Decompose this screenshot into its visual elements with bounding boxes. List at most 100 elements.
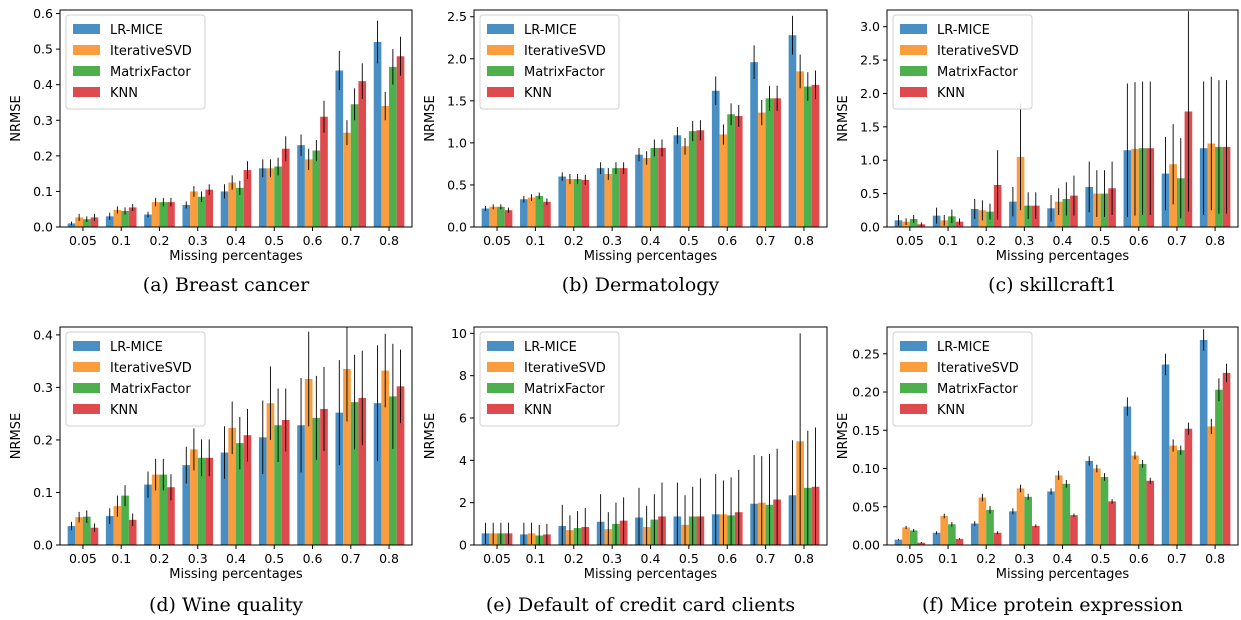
bar-lr-mice-0.8 [373,403,382,545]
bar-iterativesvd-0.2 [978,497,987,545]
legend-swatch-iterativesvd [487,362,514,372]
y-tick-label: 0.4 [33,327,53,342]
x-tick-label: 0.4 [1053,551,1073,566]
chart-panel-1: 0.0 0.1 0.2 0.3 0.4 0.5 0.6 0.05 0.1 0.2 0.3 0.4 0.5… [9,6,413,296]
legend-box [479,14,620,110]
legend-label-iterativesvd: IterativeSVD [110,44,192,59]
y-tick-label: 10 [451,326,467,341]
panel-caption: (c) skillcraft1 [988,274,1117,296]
y-tick-label: 0.1 [33,485,53,500]
legend-swatch-knn [900,87,927,97]
bar-knn-0.4 [243,170,252,227]
legend-label-knn: KNN [110,403,138,418]
legend-swatch-iterativesvd [900,362,927,372]
bar-knn-0.8 [1222,372,1231,545]
legend-swatch-lr-mice [900,24,927,34]
bar-iterativesvd-0.5 [1093,468,1101,545]
bar-matrixfactor-0.1 [121,210,129,227]
y-tick-label: 0.5 [33,42,53,57]
x-tick-label: 0.2 [976,551,996,566]
bar-matrixfactor-0.7 [765,98,774,227]
bar-lr-mice-0.3 [1009,511,1017,545]
bar-iterativesvd-0.8 [381,370,390,545]
bar-matrixfactor-0.8 [803,86,812,227]
bar-matrixfactor-0.4 [1062,483,1071,545]
legend-swatch-lr-mice [73,341,100,351]
y-axis-label: NRMSE [9,413,24,459]
y-tick-label: 0.00 [852,538,880,553]
bar-iterativesvd-0.3 [190,449,198,545]
bar-knn-0.7 [358,81,367,228]
x-tick-label: 0.7 [756,233,776,248]
bar-iterativesvd-0.3 [604,174,613,227]
bar-matrixfactor-0.05 [82,219,91,227]
bar-knn-0.5 [281,419,290,545]
y-axis-label: NRMSE [9,95,24,141]
x-tick-label: 0.5 [264,551,284,566]
bar-matrixfactor-0.2 [573,179,582,227]
bar-lr-mice-0.1 [105,516,114,545]
y-tick-label: 0.20 [852,385,880,400]
bar-knn-0.2 [993,532,1002,545]
bar-iterativesvd-0.7 [757,112,766,227]
y-tick-label: 0.1 [33,184,53,199]
bar-lr-mice-0.3 [182,465,191,545]
x-tick-label: 0.3 [1014,233,1034,248]
bar-iterativesvd-0.05 [489,206,498,227]
legend-swatch-knn [487,87,514,97]
bar-knn-0.3 [205,189,214,227]
bar-matrixfactor-0.1 [535,195,544,227]
bar-iterativesvd-0.05 [75,517,83,545]
y-tick-label: 1.0 [860,153,880,168]
bar-matrixfactor-0.1 [948,524,956,545]
bar-matrixfactor-0.6 [727,114,735,227]
x-tick-label: 0.7 [1167,233,1187,248]
legend-label-lr-mice: LR-MICE [524,23,577,38]
legend-swatch-matrixfactor [73,66,100,76]
legend-label-iterativesvd: IterativeSVD [110,361,192,376]
bar-knn-0.6 [320,116,328,227]
bar-matrixfactor-0.4 [236,443,244,545]
x-tick-label: 0.5 [679,233,699,248]
legend-box [65,14,206,110]
bar-knn-0.7 [1184,428,1193,545]
legend-box [892,331,1033,427]
legend-swatch-matrixfactor [73,383,100,393]
legend-swatch-matrixfactor [900,66,927,76]
bar-knn-0.1 [128,207,137,227]
bar-matrixfactor-0.7 [350,104,359,227]
bar-matrixfactor-0.5 [688,131,697,227]
x-tick-label: 0.2 [564,233,584,248]
bar-lr-mice-0.3 [596,168,605,227]
x-tick-label: 0.8 [379,551,399,566]
bar-knn-0.3 [619,168,628,227]
x-tick-label: 0.7 [341,233,361,248]
x-tick-label: 0.8 [794,551,814,566]
bar-knn-0.1 [543,201,551,227]
bar-knn-0.05 [917,542,926,545]
bar-iterativesvd-0.6 [304,159,313,227]
legend: LR-MICE IterativeSVD MatrixFactor KNN [479,14,620,110]
x-tick-label: 0.6 [1129,233,1149,248]
bar-iterativesvd-0.4 [228,427,236,545]
x-tick-label: 0.6 [717,551,737,566]
y-tick-label: 0.10 [852,461,880,476]
x-tick-label: 0.3 [188,233,208,248]
y-tick-label: 0.0 [860,220,880,235]
bar-matrixfactor-0.3 [612,168,620,227]
y-axis-label: NRMSE [836,413,851,459]
x-tick-label: 0.3 [188,551,208,566]
bar-iterativesvd-0.3 [1016,488,1025,545]
bar-matrixfactor-0.6 [312,417,321,545]
y-tick-label: 2.5 [447,9,467,24]
bar-lr-mice-0.6 [297,425,305,545]
bar-iterativesvd-0.8 [1207,426,1216,545]
legend: LR-MICE IterativeSVD MatrixFactor KNN [65,14,206,110]
bar-matrixfactor-0.5 [1100,476,1109,545]
bar-knn-0.5 [696,130,705,227]
bar-iterativesvd-0.1 [527,197,536,227]
legend-label-knn: KNN [524,86,552,101]
x-tick-label: 0.8 [1205,551,1225,566]
x-tick-label: 0.4 [226,551,246,566]
